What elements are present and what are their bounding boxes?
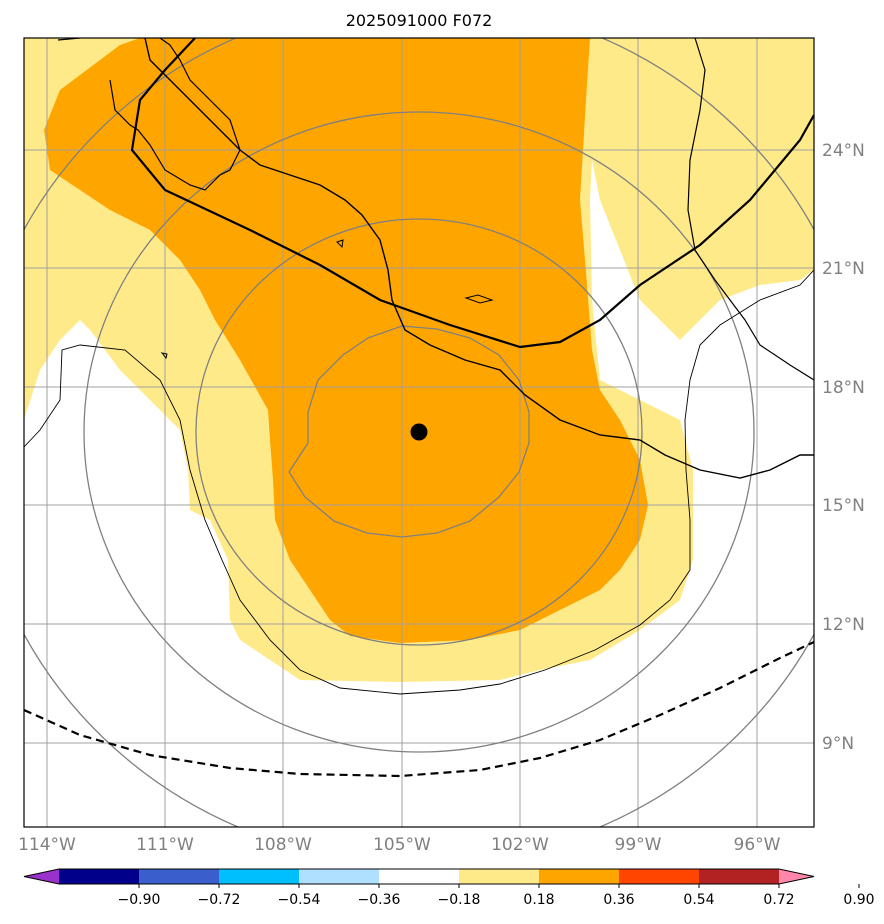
lon-label-96w: 96°W bbox=[734, 835, 781, 855]
colorbar-outline bbox=[23, 868, 815, 885]
map-title: 2025091000 F072 bbox=[346, 11, 493, 30]
colorbar-segment bbox=[219, 869, 300, 884]
colorbar-tick-label: −0.72 bbox=[198, 892, 241, 908]
lat-labels: 9°N 12°N 15°N 18°N 21°N 24°N bbox=[822, 141, 865, 754]
thick-black-contour bbox=[130, 38, 814, 349]
lon-labels: 114°W 111°W 108°W 105°W 102°W 99°W 96°W bbox=[18, 835, 781, 855]
colorbar-tick-label: 0.36 bbox=[603, 892, 634, 908]
colorbar-extend-high bbox=[779, 869, 814, 884]
colorbar-segment bbox=[59, 869, 140, 884]
colorbar-tick-label: 0.18 bbox=[523, 892, 554, 908]
range-ring-1 bbox=[288, 325, 530, 538]
lat-label-12n: 12°N bbox=[822, 615, 865, 635]
colorbar-segment bbox=[619, 869, 700, 884]
lat-label-9n: 9°N bbox=[822, 734, 854, 754]
colorbar-segment bbox=[379, 869, 460, 884]
gulf-coast-east bbox=[687, 38, 814, 381]
colorbar-segment bbox=[139, 869, 220, 884]
lat-label-21n: 21°N bbox=[822, 259, 865, 279]
lon-label-108w: 108°W bbox=[254, 835, 312, 855]
colorbar-segment bbox=[539, 869, 620, 884]
island-3 bbox=[160, 352, 168, 360]
storm-center-marker bbox=[410, 423, 428, 441]
colorbar: −0.90 −0.72 −0.54 −0.36 −0.18 0.18 0.36 0.54 0.7… bbox=[23, 868, 875, 908]
colorbar-tick-label: −0.36 bbox=[358, 892, 401, 908]
thin-black-contour bbox=[24, 269, 814, 695]
range-ring-3 bbox=[83, 111, 755, 753]
light-yellow-contour-region bbox=[24, 38, 814, 340]
island-2 bbox=[336, 239, 344, 249]
graticule bbox=[24, 38, 814, 827]
colorbar-segment bbox=[299, 869, 380, 884]
map-border bbox=[23, 37, 815, 828]
lon-label-111w: 111°W bbox=[136, 835, 194, 855]
orange-contour-region bbox=[44, 38, 648, 643]
lat-label-24n: 24°N bbox=[822, 141, 865, 161]
colorbar-tick-label: −0.18 bbox=[438, 892, 481, 908]
island-1 bbox=[464, 294, 494, 304]
dashed-contour bbox=[24, 641, 814, 778]
lat-label-18n: 18°N bbox=[822, 378, 865, 398]
lon-label-99w: 99°W bbox=[615, 835, 662, 855]
lat-label-15n: 15°N bbox=[822, 496, 865, 516]
colorbar-tick-label: 0.54 bbox=[683, 892, 714, 908]
colorbar-tick-label: 0.90 bbox=[843, 892, 874, 908]
range-ring-2 bbox=[195, 218, 643, 646]
map-panel bbox=[24, 38, 814, 827]
range-rings bbox=[24, 38, 814, 827]
colorbar-tick-label: −0.90 bbox=[118, 892, 161, 908]
lon-label-102w: 102°W bbox=[491, 835, 549, 855]
lon-label-114w: 114°W bbox=[18, 835, 76, 855]
colorbar-extend-low bbox=[24, 869, 59, 884]
lon-label-105w: 105°W bbox=[373, 835, 431, 855]
colorbar-tick-label: 0.72 bbox=[763, 892, 794, 908]
colorbar-tick-label: −0.54 bbox=[278, 892, 321, 908]
colorbar-segment bbox=[459, 869, 540, 884]
coastline bbox=[144, 38, 814, 479]
colorbar-segment bbox=[699, 869, 780, 884]
